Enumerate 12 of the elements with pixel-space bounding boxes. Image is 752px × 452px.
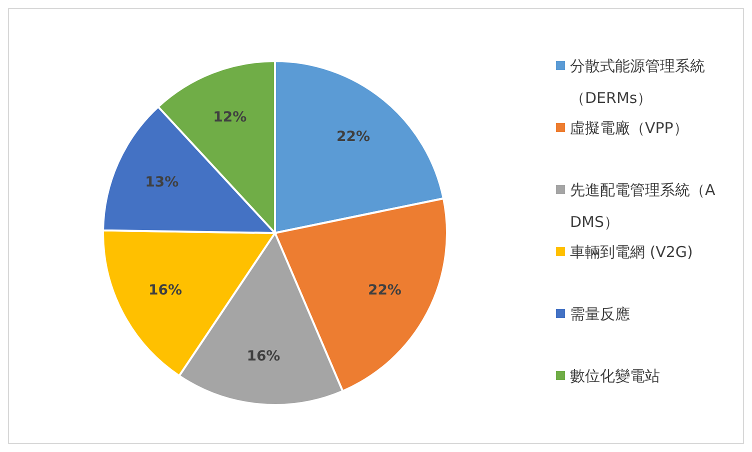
data-label: 22% [368,282,402,298]
legend-label: 分散式能源管理系統（DERMs） [570,57,705,107]
legend-label: 虛擬電廠（VPP） [570,119,688,137]
data-label: 12% [213,110,247,126]
data-label: 13% [145,174,179,191]
legend-label: 先進配電管理系統（ADMS） [570,181,716,231]
data-label: 16% [246,348,280,364]
legend-label: 需量反應 [570,305,630,323]
data-label: 22% [336,129,370,146]
legend-label: 數位化變電站 [570,367,660,385]
legend-label: 車輛到電網 (V2G) [570,243,693,261]
data-label: 16% [148,282,182,298]
